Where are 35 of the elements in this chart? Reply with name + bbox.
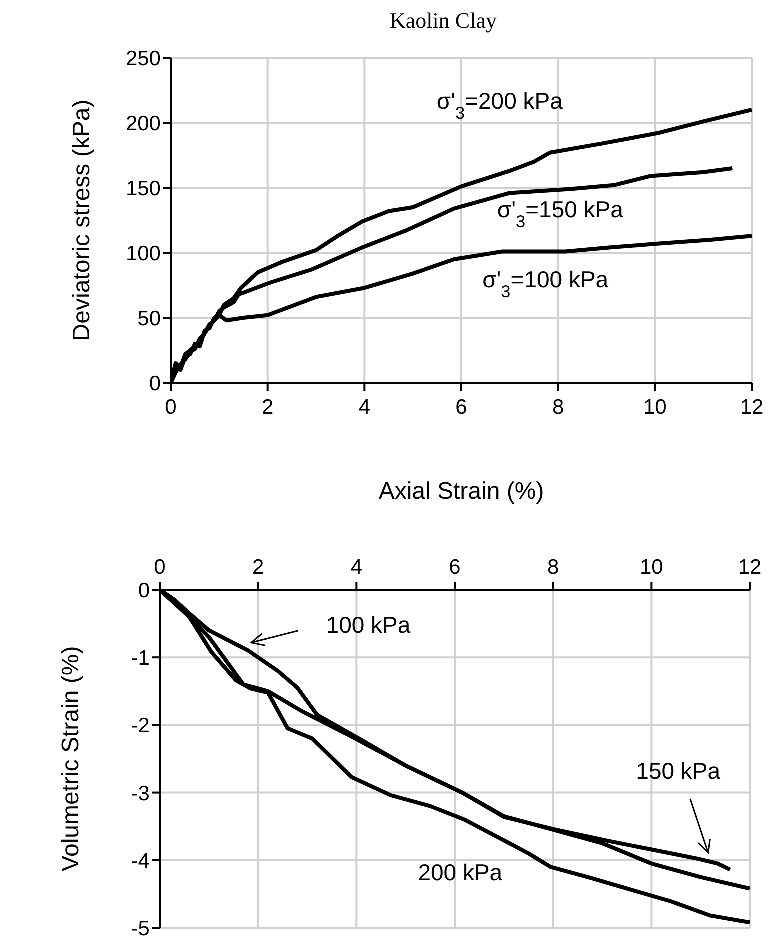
- y-tick-label: 200: [126, 112, 161, 136]
- y-tick-label: 250: [126, 47, 161, 70]
- y-axis-title: Deviatoric stress (kPa): [68, 100, 96, 342]
- y-tick-label: -2: [131, 714, 150, 738]
- y-tick-label: 150: [126, 177, 161, 200]
- y-tick-label: 0: [149, 372, 161, 396]
- text: 150 kPa: [636, 758, 721, 784]
- series-label: σ'$_{3}$=200 kPa: [436, 88, 564, 124]
- x-tick-label: 12: [738, 556, 762, 579]
- x-tick-label: 4: [358, 396, 371, 419]
- y-tick-label: 100: [126, 242, 161, 266]
- y-axis-title: Volumetric Strain (%): [58, 646, 85, 872]
- x-tick-label: 2: [252, 556, 264, 579]
- y-tick-label: -3: [131, 782, 150, 806]
- x-tick-label: 4: [350, 556, 363, 579]
- x-tick-label: 10: [643, 396, 667, 419]
- x-tick-label: 8: [547, 556, 560, 579]
- chart-title: Kaolin Clay: [389, 8, 498, 34]
- x-axis-title: Axial Strain (%): [378, 478, 544, 505]
- x-tick-label: 6: [456, 396, 468, 419]
- x-tick-label: 2: [262, 396, 274, 419]
- legend-label: 100 kPa: [326, 612, 411, 638]
- y-tick-label: 50: [138, 307, 161, 330]
- series-label: σ'$_{3}$=100 kPa: [482, 266, 609, 302]
- x-tick-label: 6: [449, 556, 461, 579]
- series-label: σ'$_{3}$=150 kPa: [497, 196, 624, 232]
- y-tick-label: -5: [131, 917, 150, 940]
- y-tick-label: -1: [131, 647, 150, 670]
- x-tick-label: 12: [740, 396, 764, 419]
- x-tick-label: 10: [640, 556, 664, 579]
- x-tick-label: 0: [165, 396, 177, 419]
- y-tick-label: 0: [138, 579, 150, 602]
- x-tick-label: 8: [552, 396, 564, 419]
- series-label: 200 kPa: [418, 859, 503, 886]
- y-tick-label: -4: [131, 850, 150, 873]
